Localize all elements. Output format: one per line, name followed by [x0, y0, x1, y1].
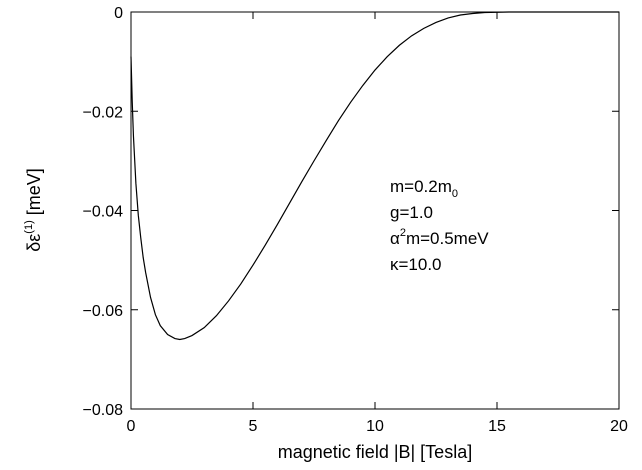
y-axis: 0 −0.02 −0.04 −0.06 −0.08 — [83, 5, 619, 419]
annotation-alpha: α2m=0.5meV — [390, 227, 489, 248]
y-axis-label-symbol: δε — [24, 234, 44, 252]
series-line — [130, 11, 619, 341]
plot-frame — [130, 11, 620, 410]
x-tick-label: 0 — [127, 418, 136, 435]
annotation-kappa: κ=10.0 — [390, 255, 442, 274]
y-axis-label-superscript: (1) — [23, 220, 35, 233]
annotation-alpha-superscript: 2 — [400, 227, 406, 239]
y-tick-label: −0.08 — [83, 402, 124, 419]
y-axis-label-unit: [meV] — [24, 168, 44, 220]
annotation-mass-base: m=0.2m — [390, 177, 452, 196]
y-axis-label: δε(1) [meV] — [23, 168, 44, 252]
y-tick-label: −0.06 — [83, 303, 124, 320]
x-tick-label: 5 — [249, 418, 258, 435]
y-tick-label: 0 — [114, 5, 123, 22]
annotation-alpha-rest: m=0.5meV — [406, 229, 489, 248]
annotation-g-factor: g=1.0 — [390, 203, 433, 222]
annotation-mass: m=0.2m0 — [390, 177, 458, 200]
x-tick-label: 10 — [366, 418, 384, 435]
parameter-annotations: m=0.2m0 g=1.0 α2m=0.5meV κ=10.0 — [390, 177, 489, 274]
x-tick-label: 15 — [488, 418, 506, 435]
x-axis-label: magnetic field |B| [Tesla] — [278, 442, 472, 462]
x-axis: 0 5 10 15 20 — [127, 12, 628, 435]
annotation-mass-subscript: 0 — [452, 188, 458, 200]
x-tick-label: 20 — [610, 418, 628, 435]
y-tick-label: −0.02 — [83, 104, 124, 121]
annotation-alpha-symbol: α — [390, 229, 400, 248]
y-tick-label: −0.04 — [83, 204, 124, 221]
